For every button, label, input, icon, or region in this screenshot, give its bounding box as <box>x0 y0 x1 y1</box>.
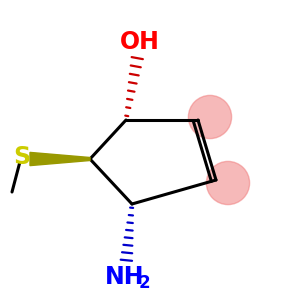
Text: OH: OH <box>120 30 159 54</box>
Text: NH: NH <box>105 266 144 290</box>
Circle shape <box>206 161 250 205</box>
Circle shape <box>188 95 232 139</box>
Text: 2: 2 <box>139 274 151 292</box>
Polygon shape <box>30 152 90 166</box>
Text: S: S <box>13 146 30 170</box>
